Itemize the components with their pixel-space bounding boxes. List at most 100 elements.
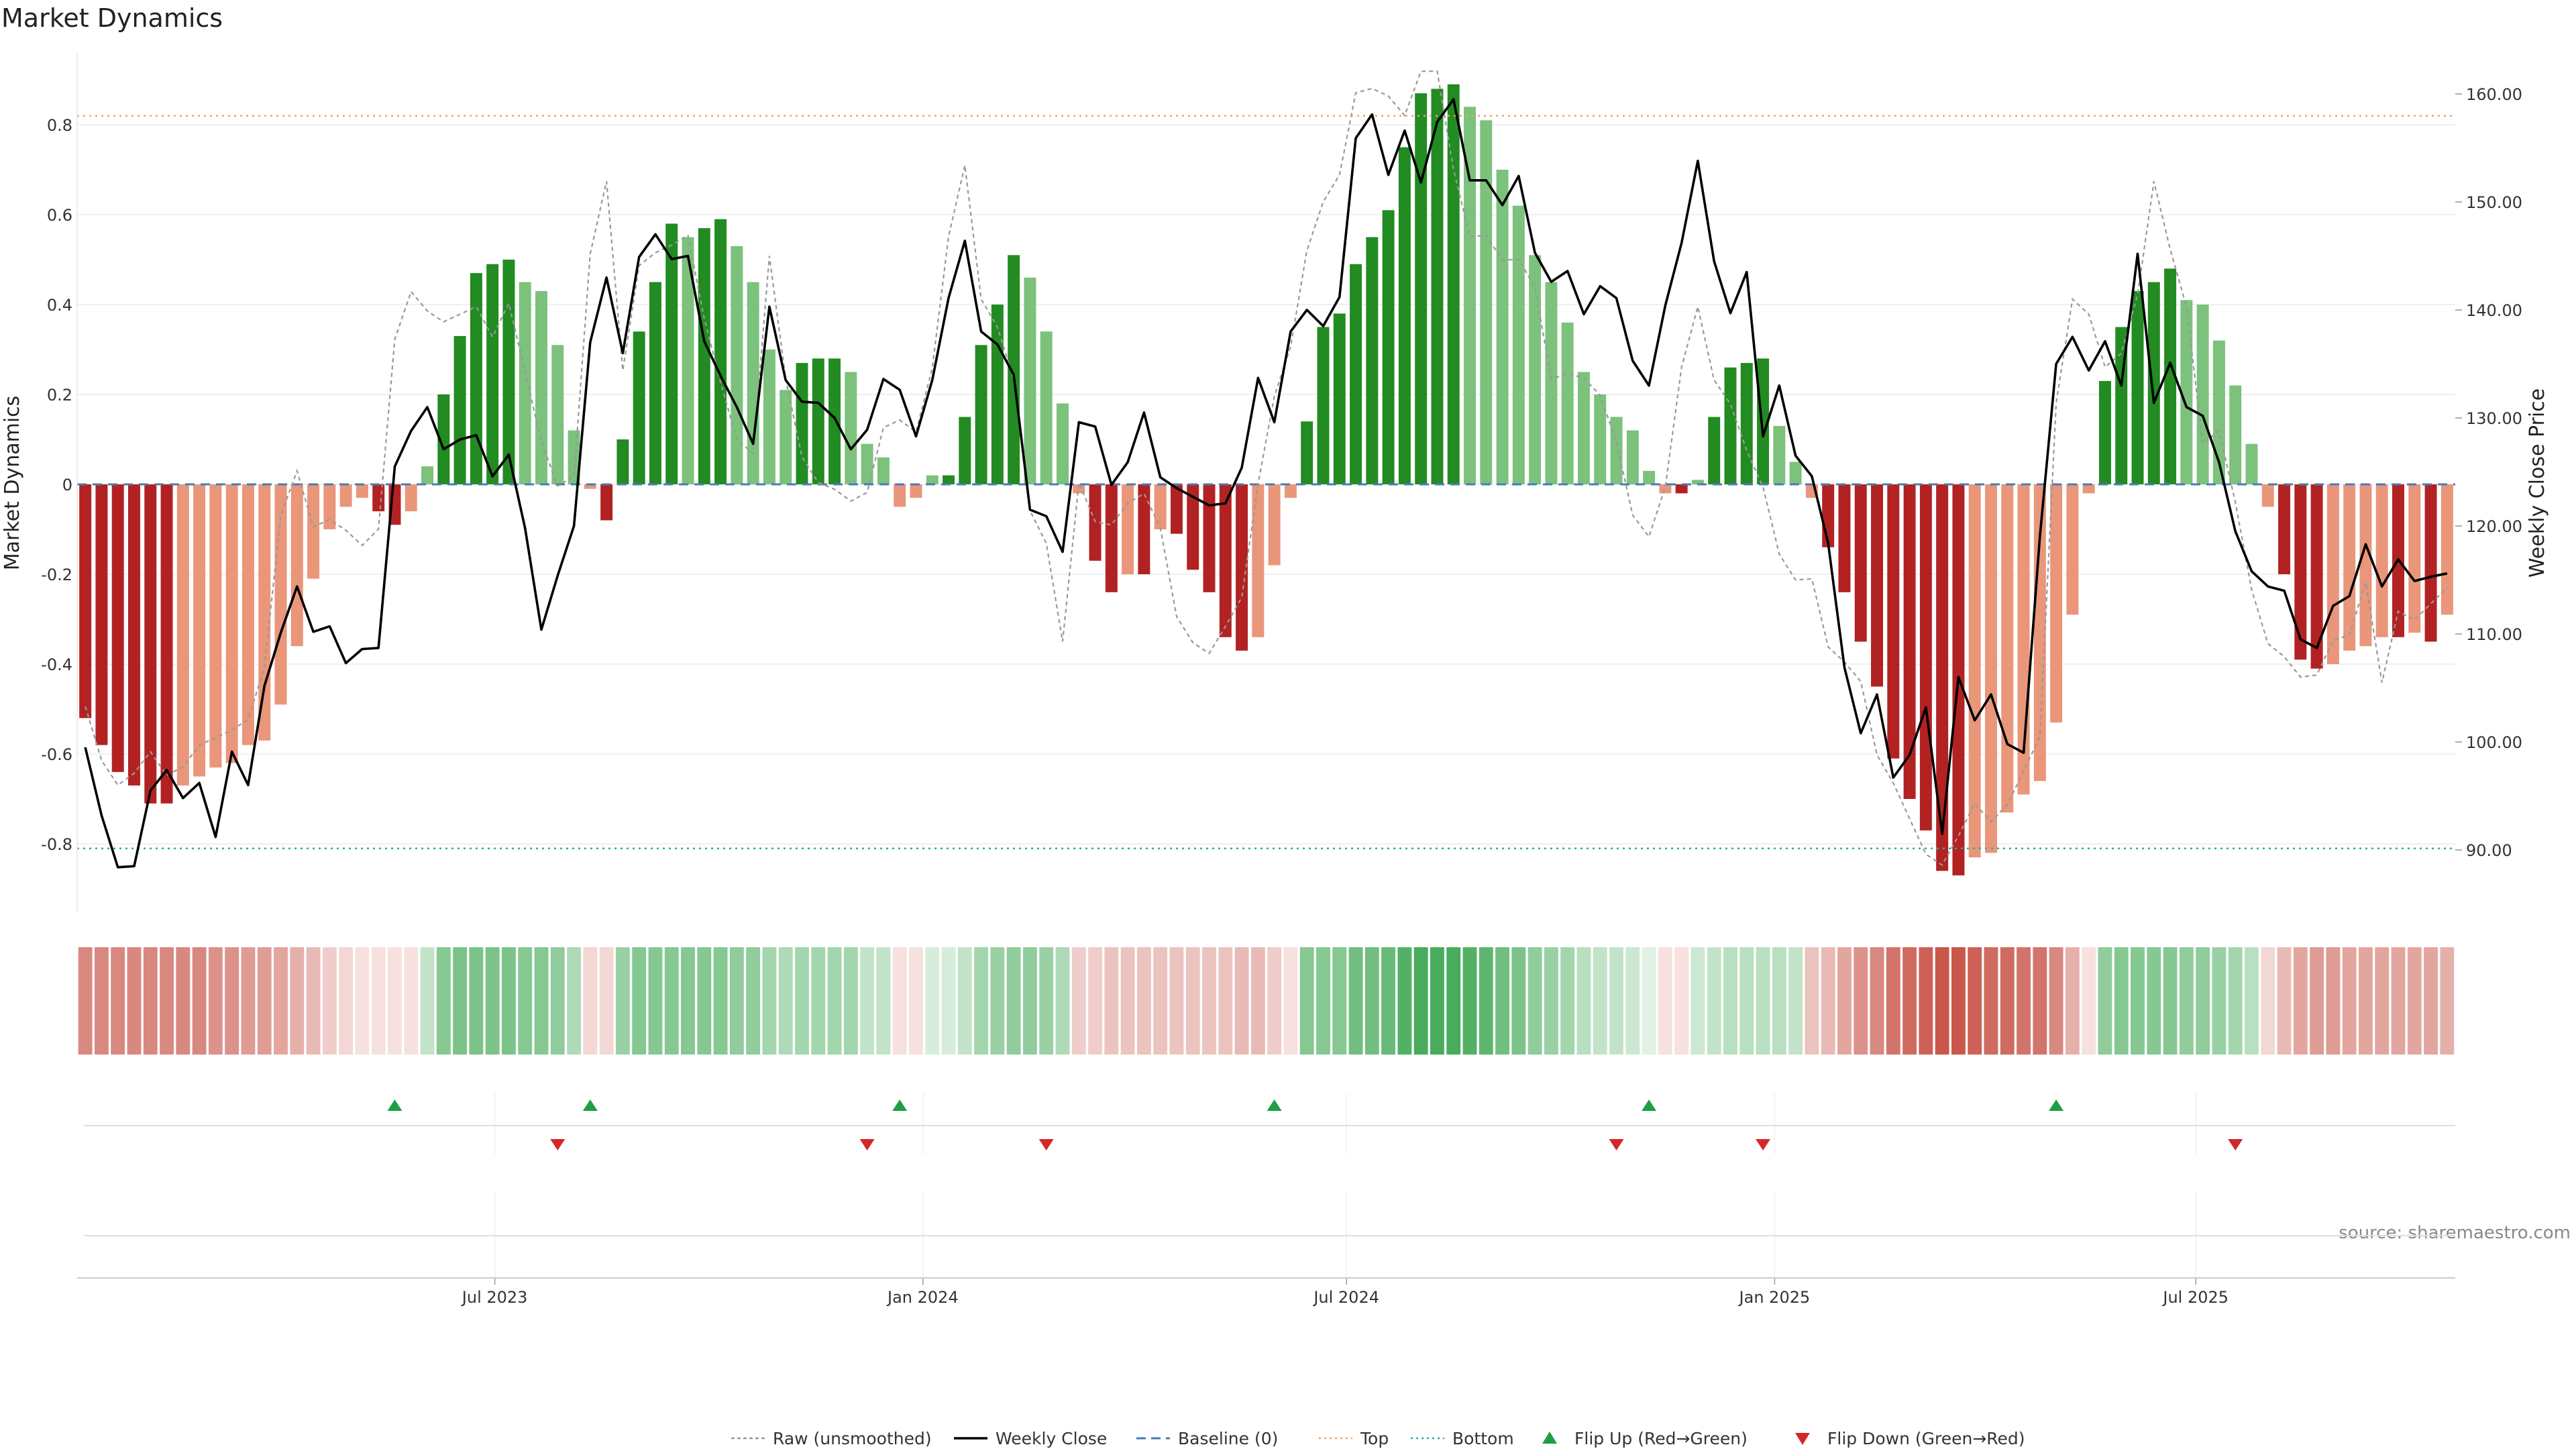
dynamics-bar: [1447, 84, 1460, 484]
y2-tick-label: 160.00: [2466, 85, 2522, 104]
heat-cell: [2310, 947, 2324, 1055]
heat-cell: [2131, 947, 2145, 1055]
dynamics-bar: [1757, 358, 1770, 484]
dynamics-bar: [975, 345, 987, 484]
dynamics-bar: [290, 484, 303, 647]
chart-title: Market Dynamics: [1, 3, 223, 33]
dynamics-bar: [2408, 484, 2421, 633]
dynamics-bar: [1398, 147, 1411, 484]
dynamics-bar: [2245, 443, 2258, 484]
dynamics-bar: [2131, 290, 2144, 484]
heat-cell: [1413, 947, 1428, 1055]
dynamics-bar: [600, 484, 613, 521]
heat-cell: [2342, 947, 2357, 1055]
x-tick-label: Jan 2025: [1738, 1288, 1811, 1307]
dynamics-bar: [1773, 425, 1786, 484]
heat-cell: [1088, 947, 1102, 1055]
heat-cell: [1381, 947, 1396, 1055]
legend-label: Raw (unsmoothed): [773, 1429, 932, 1448]
dynamics-bar: [2212, 340, 2225, 484]
dynamics-bar: [551, 345, 564, 484]
dynamics-bar: [584, 484, 596, 489]
dynamics-bar: [111, 484, 124, 772]
legend-item: Weekly Close: [954, 1429, 1107, 1448]
raw-series-line: [85, 70, 2448, 867]
dynamics-bar: [845, 372, 857, 484]
dynamics-bar: [535, 290, 547, 484]
heat-cell: [1642, 947, 1656, 1055]
dynamics-bar: [1659, 484, 1672, 494]
dynamics-bar: [1252, 484, 1265, 637]
dynamics-bar: [160, 484, 173, 804]
dynamics-bar: [1073, 484, 1085, 494]
heat-cell: [306, 947, 321, 1055]
heat-cell: [795, 947, 809, 1055]
legend-label: Flip Up (Red→Green): [1574, 1429, 1748, 1448]
y2-tick-label: 90.00: [2466, 841, 2512, 860]
heat-cell: [1674, 947, 1689, 1055]
heat-cell: [94, 947, 109, 1055]
heat-cell: [176, 947, 191, 1055]
heat-cell: [143, 947, 158, 1055]
heat-cell: [876, 947, 891, 1055]
dynamics-bar: [241, 484, 254, 745]
legend-swatch-flip-down: [1795, 1433, 1810, 1445]
heat-cell: [1055, 947, 1070, 1055]
heat-cell: [1625, 947, 1640, 1055]
dynamics-bar: [2310, 484, 2323, 669]
y-tick-label: -0.4: [41, 655, 72, 674]
heat-cell: [388, 947, 402, 1055]
heat-cell: [1153, 947, 1168, 1055]
dynamics-bar: [502, 260, 515, 484]
dynamics-bar: [2343, 484, 2356, 651]
dynamics-bar: [649, 282, 661, 484]
dynamics-bar: [1919, 484, 1932, 830]
dynamics-bar: [307, 484, 320, 579]
heat-cell: [1886, 947, 1900, 1055]
x-tick-label: Jan 2024: [886, 1288, 959, 1307]
heat-cell: [746, 947, 761, 1055]
y-tick-label: -0.8: [41, 835, 72, 854]
y-tick-label: -0.2: [41, 566, 72, 584]
dynamics-bar: [1350, 264, 1362, 484]
dynamics-bar: [763, 350, 775, 484]
dynamics-bar: [339, 484, 352, 507]
dynamics-bar: [1415, 93, 1428, 485]
heat-cell: [1821, 947, 1835, 1055]
dynamics-bar: [193, 484, 206, 777]
flip-down-marker: [550, 1139, 566, 1150]
dynamics-bar: [519, 282, 531, 484]
heat-cell: [2179, 947, 2194, 1055]
heat-cell: [697, 947, 712, 1055]
heat-cell: [2163, 947, 2178, 1055]
dynamics-bar: [698, 228, 710, 484]
heat-cell: [811, 947, 826, 1055]
heat-cell: [1039, 947, 1054, 1055]
legend-item: Bottom: [1411, 1429, 1514, 1448]
heat-cell: [941, 947, 956, 1055]
heat-cell: [1104, 947, 1119, 1055]
heat-cell: [909, 947, 923, 1055]
heat-cell: [355, 947, 370, 1055]
dynamics-bar: [258, 484, 271, 741]
heat-cell: [1299, 947, 1314, 1055]
y2-tick-label: 130.00: [2466, 409, 2522, 428]
heat-cell: [615, 947, 630, 1055]
dynamics-bar: [1301, 421, 1313, 484]
heat-cell: [1397, 947, 1412, 1055]
dynamics-bar: [747, 282, 759, 484]
heat-cell: [1658, 947, 1672, 1055]
heat-cell: [2082, 947, 2096, 1055]
heat-cell: [1690, 947, 1705, 1055]
heat-cell: [925, 947, 940, 1055]
dynamics-bar: [1496, 170, 1509, 484]
heat-cell: [453, 947, 468, 1055]
heat-cell: [1316, 947, 1330, 1055]
heat-cell: [111, 947, 125, 1055]
heat-cell: [534, 947, 549, 1055]
heat-cell: [1935, 947, 1949, 1055]
heat-cell: [404, 947, 419, 1055]
legend-item: Baseline (0): [1136, 1429, 1278, 1448]
heat-cell: [241, 947, 256, 1055]
heat-cell: [778, 947, 793, 1055]
